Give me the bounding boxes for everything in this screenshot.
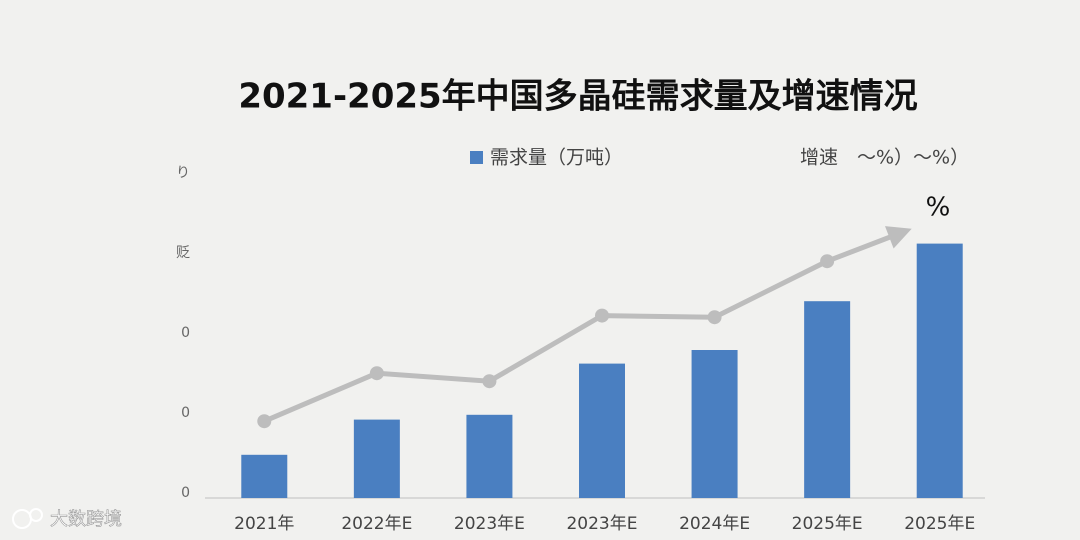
x-tick-label: 2023年E <box>566 514 637 534</box>
x-tick-label: 2022年E <box>341 514 412 534</box>
x-tick-label: 2025年E <box>904 514 975 534</box>
legend-swatch <box>470 151 483 164</box>
bar <box>241 454 288 498</box>
x-tick-label: 2023年E <box>454 514 525 534</box>
x-tick-label: 2021年 <box>234 514 294 534</box>
line-point <box>707 310 722 325</box>
bar <box>579 363 625 498</box>
y-tick-label: り <box>176 165 190 181</box>
x-tick-label: 2025年E <box>792 514 863 534</box>
x-tick-label: 2024年E <box>679 514 750 534</box>
y-tick-label: 0 <box>181 485 190 501</box>
legend-label: 增速 ～%）～%） <box>800 147 969 169</box>
legend-label: 需求量（万吨） <box>490 147 623 169</box>
arrow-head <box>884 226 912 249</box>
bar <box>916 243 963 498</box>
bar <box>804 301 851 498</box>
bar <box>353 419 400 498</box>
annotation: % <box>926 193 951 223</box>
watermark-icon <box>29 508 43 522</box>
y-tick-label: 0 <box>181 325 190 341</box>
chart-title: 2021-2025年中国多晶硅需求量及增速情况 <box>238 77 917 117</box>
line-point <box>595 308 609 323</box>
watermark-text: 大数跨境 <box>50 509 122 530</box>
bar <box>466 414 513 498</box>
bar <box>691 350 738 498</box>
watermark: 大数跨境 <box>12 508 122 530</box>
line-point <box>482 374 497 389</box>
line-point <box>369 366 384 381</box>
y-tick-label: 0 <box>181 405 190 421</box>
line-point <box>257 414 272 429</box>
y-tick-label: 贬 <box>176 245 190 261</box>
line-point <box>820 254 835 269</box>
